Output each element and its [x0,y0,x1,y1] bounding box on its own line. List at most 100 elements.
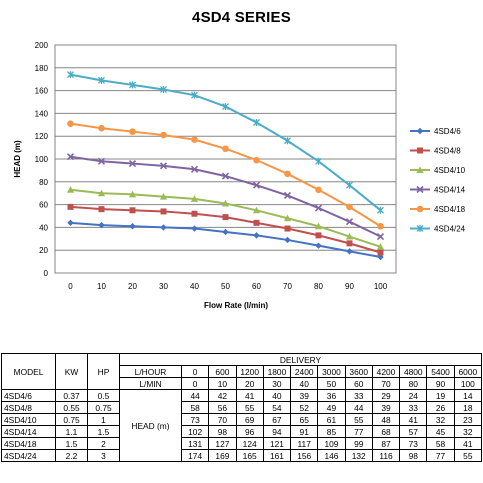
kw-cell: 1.1 [55,425,88,438]
kw-header: KW [55,353,88,390]
head-value: 127 [208,437,237,450]
plot-area [54,44,397,274]
head-value: 44 [180,389,210,402]
lhour-value: 1200 [235,365,264,378]
legend-label: 4SD4/8 [434,147,461,156]
data-point [377,249,384,256]
head-value: 169 [208,449,237,462]
data-point [221,172,230,180]
head-value: 29 [371,389,401,402]
legend-label: 4SD4/14 [434,186,466,195]
kw-cell: 2.2 [55,449,88,462]
head-value: 23 [453,413,483,426]
hp-header: HP [87,353,120,390]
y-tick-label: 20 [39,246,48,255]
head-value: 33 [344,389,373,402]
lmin-label: L/MIN [119,377,182,390]
head-value: 109 [317,437,346,450]
data-point [97,189,106,197]
lmin-value: 70 [371,377,401,390]
head-value: 68 [371,425,401,438]
data-point [346,203,353,211]
head-value: 61 [317,413,346,426]
head-value: 44 [344,401,373,414]
y-tick-label: 160 [35,87,49,96]
data-point [283,191,292,200]
lmin-value: 90 [426,377,455,390]
data-point [191,136,198,143]
head-value: 94 [262,425,292,438]
performance-table: MODEL KW HP DELIVERY L/HOUR 0 600 1200 1800… [1,353,483,462]
head-value: 58 [180,401,210,414]
x-tick-label: 100 [374,282,388,291]
kw-cell: 0.37 [55,389,88,402]
y-tick-label: 100 [35,155,49,164]
y-tick-label: 140 [35,109,49,118]
y-tick-label: 60 [39,201,48,210]
x-tick-label: 0 [68,282,73,291]
data-point [345,232,354,240]
data-point [284,170,291,178]
data-point [283,214,292,222]
head-value: 40 [262,389,292,402]
head-value: 98 [399,449,428,462]
head-value: 98 [208,425,237,438]
hp-cell: 0.5 [87,389,120,402]
lhour-value: 4800 [399,365,428,378]
head-value: 121 [262,437,292,450]
head-value: 19 [426,389,455,402]
lhour-value: 2400 [290,365,319,378]
data-point [67,120,74,127]
data-point [160,85,167,93]
legend-label: 4SD4/10 [434,166,466,175]
head-value: 57 [399,425,428,438]
x-tick-label: 40 [190,282,199,291]
data-point [190,195,199,202]
data-point [191,225,198,232]
x-axis-ticks: 0 10 20 30 40 50 60 70 80 90 100 [68,282,387,291]
head-value: 32 [453,425,483,438]
head-value: 73 [180,413,210,426]
x-tick-label: 90 [345,282,354,291]
head-value: 55 [235,401,264,414]
x-tick-label: 70 [283,282,292,291]
model-cell: 4SD4/6 [1,389,56,402]
head-value: 55 [453,449,483,462]
data-point [253,119,260,127]
lmin-value: 10 [208,377,237,390]
model-header: MODEL [1,353,56,390]
data-point [98,124,105,132]
table-row: 4SD4/6 0.37 0.5 HEAD (m) 44 42 41 40 39 36 33 29 24 1… [1,389,483,462]
head-value: 41 [235,389,264,402]
table-row: 4SD4/10 0.75 1 73 70 69 67 65 61 55 48 41 32 23 [1,413,483,426]
head-value: 161 [262,449,292,462]
lmin-value: 40 [290,377,319,390]
lmin-value: 30 [262,377,292,390]
head-value: 41 [399,413,428,426]
data-point [222,145,229,153]
head-value: 42 [208,389,237,402]
head-value: 56 [208,401,237,414]
legend-item: 4SD4/24 [410,225,466,234]
y-tick-label: 80 [39,178,48,187]
head-value: 33 [399,401,428,414]
x-tick-label: 10 [97,282,106,291]
table-row: 4SD4/14 1.1 1.5 102 98 96 94 91 85 77 68 57 45 32 [1,425,483,438]
x-tick-label: 60 [252,282,261,291]
data-point [191,210,198,217]
delivery-header: DELIVERY [119,353,482,366]
head-value: 52 [290,401,319,414]
series-line [70,73,382,212]
data-point [67,203,74,210]
data-point [315,186,322,194]
data-point [191,91,198,99]
data-point [377,222,384,230]
y-tick-label: 120 [35,132,49,141]
model-cell: 4SD4/10 [1,413,56,426]
data-point [315,232,322,239]
data-point [160,208,167,215]
data-point [98,76,105,84]
head-value: 117 [290,437,319,450]
head-value: 39 [290,389,319,402]
lmin-value: 100 [453,377,483,390]
